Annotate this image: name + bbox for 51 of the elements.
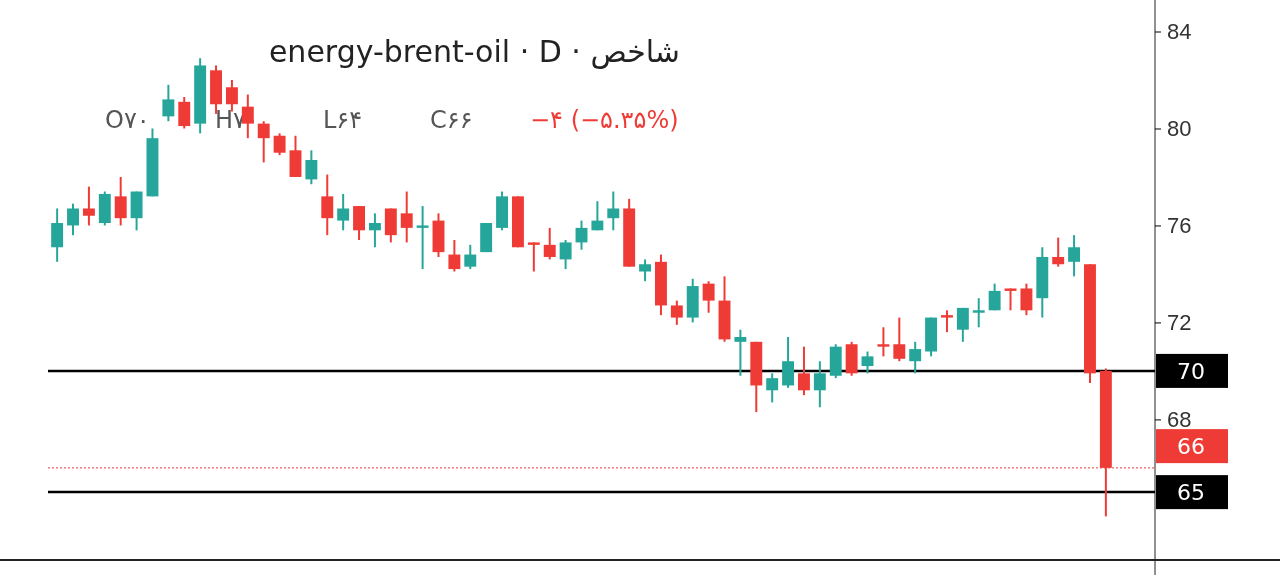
candlestick xyxy=(893,316,906,363)
y-tick-label: 84 xyxy=(1167,19,1192,45)
ref-line-label: 66 xyxy=(1177,434,1205,460)
candlestick xyxy=(368,212,381,249)
candlestick xyxy=(670,299,683,326)
candlestick xyxy=(527,241,540,273)
y-tick-label: 72 xyxy=(1167,309,1192,335)
candlestick xyxy=(591,200,604,232)
candlestick xyxy=(639,258,652,283)
candlestick xyxy=(257,120,270,164)
candlestick xyxy=(813,360,826,409)
candlestick xyxy=(82,185,95,227)
candlestick xyxy=(337,192,350,232)
candlestick xyxy=(67,202,79,237)
candlestick xyxy=(909,340,922,375)
candlestick xyxy=(734,328,747,377)
candlestick xyxy=(400,190,413,244)
candlestick xyxy=(416,205,429,271)
candlestick xyxy=(162,83,175,123)
candlestick xyxy=(941,309,953,334)
candlestick xyxy=(1052,236,1065,268)
candlestick xyxy=(607,190,620,232)
candlestick xyxy=(1068,234,1081,278)
candlestick xyxy=(956,306,969,343)
candlestick xyxy=(559,239,572,271)
candlestick xyxy=(972,297,985,329)
candlestick xyxy=(702,280,715,314)
candlestick xyxy=(766,372,779,404)
annotation: −۴ (−۵.۳۵%) xyxy=(530,106,679,134)
y-tick-label: 76 xyxy=(1167,212,1192,238)
annotation: C۶۶ xyxy=(430,106,473,134)
text: energy-brent-oil · D · شاخص xyxy=(268,34,680,69)
candlestick xyxy=(988,282,1001,312)
candlestick xyxy=(114,175,127,227)
candlestick xyxy=(464,243,477,271)
candlestick xyxy=(448,239,461,273)
y-tick-label: 80 xyxy=(1167,116,1192,142)
annotation: L۶۴ xyxy=(323,106,363,134)
candlestick xyxy=(798,345,810,397)
ref-line-label: 70 xyxy=(1177,358,1205,384)
candlestick xyxy=(1004,287,1017,312)
candlestick xyxy=(861,350,874,375)
annotation: O۷۰ xyxy=(105,106,150,134)
candlestick xyxy=(1020,282,1033,317)
candlestick xyxy=(321,173,334,237)
y-tick-label: 68 xyxy=(1167,406,1192,432)
ref-line-label: 65 xyxy=(1177,480,1205,506)
candlestick xyxy=(877,326,890,358)
candlestick xyxy=(543,226,556,261)
candlestick xyxy=(305,149,318,186)
candlestick xyxy=(273,132,286,157)
